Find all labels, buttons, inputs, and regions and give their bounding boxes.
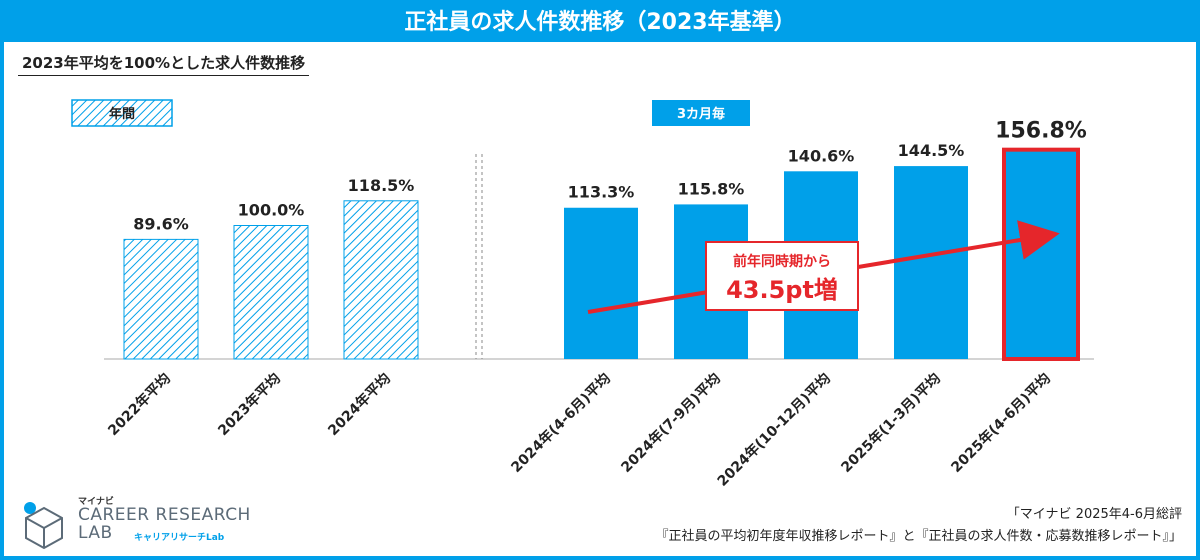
data-label: 115.8% [678,179,745,198]
data-label: 100.0% [238,201,305,220]
source-line1: 「マイナビ 2025年4-6月総評 [655,504,1182,526]
data-label: 113.3% [568,183,635,202]
logo: マイナビ CAREER RESEARCH LAB キャリアリサーチLab [16,494,256,554]
source-note: 「マイナビ 2025年4-6月総評 『正社員の平均初年度年収推移レポート』と『正… [655,504,1182,548]
x-tick-label: 2024年(4-6月)平均 [508,370,614,476]
data-label: 156.8% [995,119,1087,144]
bar-2024年平均 [344,201,418,359]
x-tick-label: 2024年(7-9月)平均 [618,370,724,476]
x-tick-label: 2025年(4-6月)平均 [948,370,1054,476]
logo-cube-icon [16,494,72,550]
legend-quarterly-label: 3カ月毎 [677,106,725,122]
bar-2024年(4-6月)平均 [564,208,638,359]
source-line2: 『正社員の平均初年度年収推移レポート』と『正社員の求人件数・応募数推移レポート』… [655,526,1182,548]
data-label: 118.5% [348,176,415,195]
callout-line1: 前年同時期から [733,253,831,270]
bar-2022年平均 [124,239,198,359]
bar-2025年(4-6月)平均 [1004,150,1078,359]
x-tick-label: 2024年平均 [325,370,394,439]
logo-sub-text: キャリアリサーチLab [134,530,224,543]
legend-annual-label: 年間 [109,106,135,122]
x-tick-label: 2022年平均 [105,370,174,439]
x-tick-label: 2024年(10-12月)平均 [714,370,834,490]
bar-2023年平均 [234,226,308,360]
data-label: 140.6% [788,146,855,165]
x-tick-label: 2025年(1-3月)平均 [838,370,944,476]
bar-chart: 89.6% 100.0% 118.5% 113.3% 115.8% 140.6% 144.5… [4,4,1196,556]
data-label: 144.5% [898,141,965,160]
logo-main-line1: CAREER RESEARCH [78,506,251,524]
callout-line2: 43.5pt増 [726,276,838,304]
data-label: 89.6% [133,214,189,233]
bar-2025年(1-3月)平均 [894,166,968,359]
x-tick-label: 2023年平均 [215,370,284,439]
